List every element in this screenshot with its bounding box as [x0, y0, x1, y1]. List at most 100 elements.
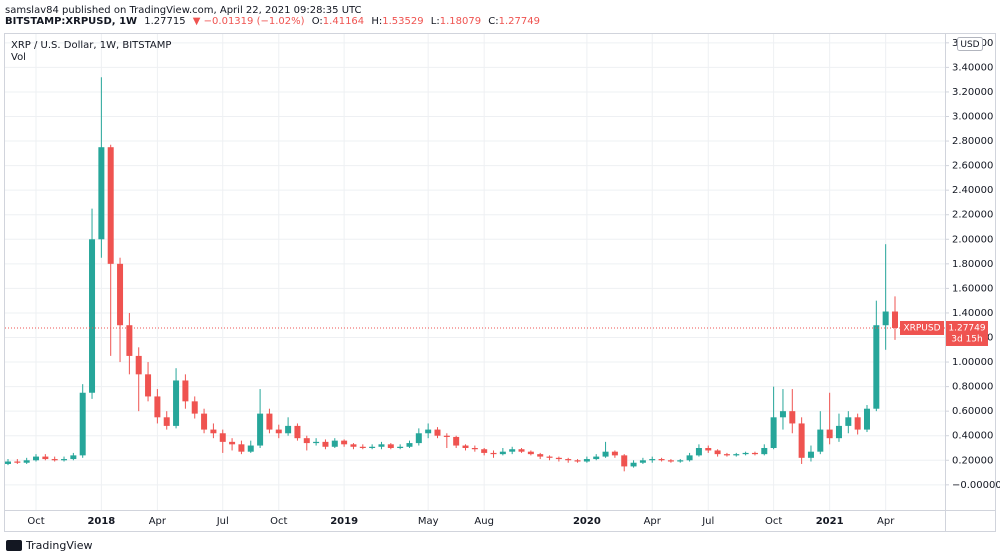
y-tick-label: 0.60000 [952, 406, 993, 417]
candle-body [714, 450, 721, 455]
candle-body [518, 449, 525, 452]
candle-body [471, 447, 478, 450]
candle-body [238, 444, 245, 452]
candle-body [835, 425, 842, 439]
symbol: BITSTAMP:XRPUSD, 1W [5, 16, 137, 27]
candle-body [201, 413, 208, 430]
candle-body [649, 459, 656, 461]
x-tick-label: May [418, 516, 439, 527]
candle-body [126, 325, 133, 356]
candle-body [303, 438, 310, 444]
candle-body [359, 446, 366, 448]
y-tick-label: 2.00000 [952, 234, 993, 245]
y-tick-label: 1.60000 [952, 283, 993, 294]
x-tick-label: Apr [644, 516, 662, 527]
candle-body [182, 380, 189, 402]
candle-body [611, 451, 618, 456]
close-label: C: [488, 16, 498, 27]
low-label: L: [431, 16, 440, 27]
candle-body [33, 456, 40, 461]
low-value: 1.18079 [440, 16, 481, 27]
candle-body [779, 411, 786, 418]
y-tick-label: 3.20000 [952, 87, 993, 98]
candle-body [415, 433, 422, 444]
candle-body [481, 449, 488, 453]
candle-body [341, 440, 348, 445]
last-price: 1.27715 [144, 16, 185, 27]
candle-body [154, 396, 161, 418]
x-tick-label: Oct [765, 516, 782, 527]
candle-body [873, 325, 880, 409]
candle-body [742, 452, 749, 455]
candle-body [593, 456, 600, 460]
currency: USD [960, 40, 979, 50]
candle-body [266, 413, 273, 430]
logo-icon [6, 540, 22, 551]
candle-body [583, 459, 590, 462]
y-tick-label: 2.60000 [952, 161, 993, 172]
y-tick-label: 1.80000 [952, 259, 993, 270]
candle-body [621, 455, 628, 467]
candle-body [677, 460, 684, 462]
chart-frame [4, 33, 996, 532]
y-tick-label: 2.20000 [952, 210, 993, 221]
candle-body [70, 455, 77, 460]
candle-body [789, 411, 796, 424]
candle-body [639, 460, 646, 463]
candle-body [630, 462, 637, 467]
candle-body [173, 380, 180, 426]
author-line: samslav84 published on TradingView.com, … [5, 5, 362, 16]
candle-body [191, 401, 198, 414]
price-tag [946, 320, 988, 346]
candle-body [770, 417, 777, 448]
x-tick-label: 2018 [87, 516, 115, 527]
x-tick-label: Jul [701, 516, 714, 527]
candle-body [490, 452, 497, 455]
candle-body [397, 446, 404, 448]
candle-body [537, 454, 544, 457]
candle-body [5, 461, 11, 464]
high-label: H: [371, 16, 382, 27]
volume-label: Vol [11, 52, 26, 63]
candle-body [705, 447, 712, 451]
x-tick-label: 2021 [816, 516, 844, 527]
candle-body [425, 429, 432, 434]
candle-body [761, 447, 768, 455]
price-tag-countdown: 3d 15h [951, 334, 982, 344]
candle-body [826, 429, 833, 439]
y-tick-label: 3.00000 [952, 112, 993, 123]
y-tick-label: 1.40000 [952, 308, 993, 319]
candle-body [135, 355, 142, 375]
candle-body [602, 451, 609, 457]
candle-body [322, 441, 329, 447]
x-tick-label: Apr [877, 516, 895, 527]
candle-body [107, 147, 114, 264]
x-tick-label: Oct [270, 516, 287, 527]
candle-body [229, 441, 236, 445]
candle-body [378, 444, 385, 447]
candle-body [658, 459, 665, 461]
y-tick-label: 0.40000 [952, 431, 993, 442]
y-tick-label: 1.00000 [952, 357, 993, 368]
candle-body [294, 425, 301, 439]
currency-box [957, 37, 983, 51]
candle-body [331, 440, 338, 447]
candle-body [882, 311, 889, 326]
x-tick-label: Apr [149, 516, 167, 527]
candle-body [98, 147, 105, 240]
close-value: 1.27749 [499, 16, 540, 27]
x-tick-label: 2020 [573, 516, 601, 527]
candle-body [42, 456, 49, 460]
chart-title: XRP / U.S. Dollar, 1W, BITSTAMP [11, 40, 171, 51]
candle-body [854, 417, 861, 430]
candle-body [555, 457, 562, 460]
candle-body [163, 417, 170, 426]
brand: TradingView [25, 539, 92, 552]
symbol-line: BITSTAMP:XRPUSD, 1W 1.27715 ▼ −0.01319 (… [5, 16, 540, 27]
candle-body [369, 446, 376, 448]
candle-body [462, 445, 469, 448]
candle-body [313, 441, 320, 444]
candle-body [406, 443, 413, 447]
